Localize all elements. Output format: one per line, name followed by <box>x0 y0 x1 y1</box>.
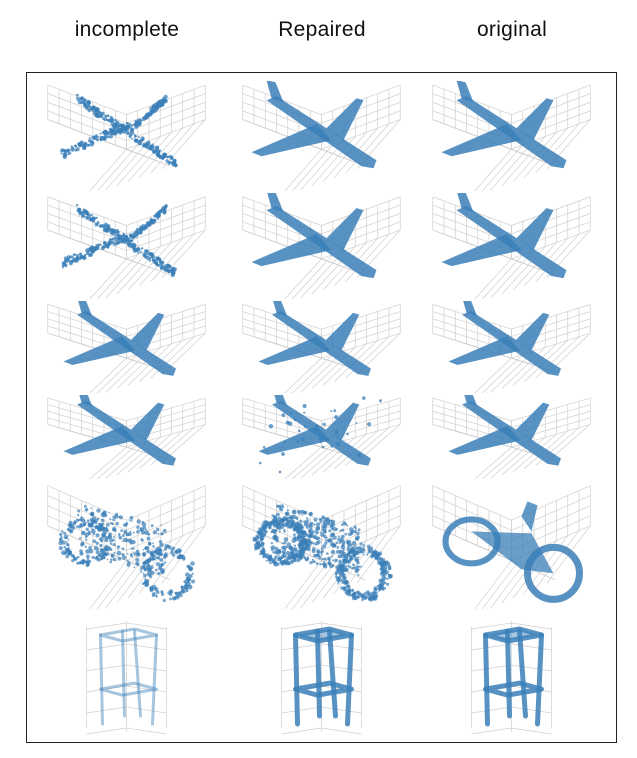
render-incomplete-motorcycle-row5 <box>47 485 206 609</box>
column-title-repaired: Repaired <box>278 18 366 41</box>
table-leg <box>505 628 512 719</box>
tail-shape <box>78 301 93 317</box>
motorcycle-shape <box>58 504 196 603</box>
column-title-original: original <box>476 18 548 41</box>
render-original-airplane-row4 <box>432 395 591 479</box>
frame-shape <box>471 531 554 574</box>
render-original-airplane-row1 <box>432 81 591 191</box>
wings-shape <box>251 208 364 267</box>
airplane-shape <box>63 301 176 376</box>
tail-shape <box>267 193 284 213</box>
handlebar-shape <box>521 501 538 532</box>
motorcycle-shape <box>442 501 583 603</box>
tail-shape <box>463 301 478 317</box>
airplane-shape <box>258 395 382 474</box>
wings-shape <box>448 312 550 366</box>
table-top-frame <box>99 627 158 643</box>
table-leg <box>315 628 322 719</box>
table-top-frame <box>483 626 544 644</box>
render-repaired-airplane-row4 <box>242 395 401 479</box>
table-crossbar <box>99 681 158 697</box>
table-leg <box>293 632 300 727</box>
figure-frame <box>26 72 617 743</box>
table-leg <box>327 628 338 719</box>
wings-shape <box>441 208 554 267</box>
airplane-shape <box>448 395 561 466</box>
table-leg <box>133 629 142 718</box>
airplane-shape <box>441 193 567 279</box>
table-shape <box>483 626 544 727</box>
tail-shape <box>273 301 288 317</box>
airplane-shape <box>61 203 177 278</box>
airplane-shape <box>448 301 561 376</box>
wings-shape <box>441 98 554 157</box>
column-title-incomplete: incomplete <box>74 18 180 41</box>
tail-shape <box>456 81 474 103</box>
airplane-shape <box>441 81 567 169</box>
airplane-shape <box>63 395 176 466</box>
table-crossbar <box>293 680 354 698</box>
axes-grid <box>86 621 167 735</box>
render-original-airplane-row2 <box>432 193 591 299</box>
airplane-shape <box>60 93 178 168</box>
axes-grid <box>47 196 206 299</box>
table-leg <box>151 633 158 726</box>
tail-shape <box>266 81 284 103</box>
wings-shape <box>448 402 550 455</box>
render-original-table-row6 <box>471 621 552 735</box>
render-incomplete-table-row6 <box>86 621 167 735</box>
render-incomplete-airplane-row4 <box>47 395 206 479</box>
table-leg <box>535 632 544 727</box>
axes-grid <box>47 485 206 609</box>
tail-shape <box>274 395 288 407</box>
airplane-shape <box>251 193 377 279</box>
table-leg <box>345 632 354 727</box>
table-top-frame <box>293 626 354 644</box>
wings-shape <box>63 312 165 366</box>
tail-shape <box>79 395 93 407</box>
airplane-shape <box>258 301 371 376</box>
axes-grid <box>47 84 206 191</box>
render-repaired-motorcycle-row5 <box>242 485 401 609</box>
table-leg <box>483 632 490 727</box>
wings-shape <box>63 402 165 455</box>
render-repaired-airplane-row2 <box>242 193 401 299</box>
wings-shape <box>258 402 360 455</box>
render-repaired-table-row6 <box>281 621 362 735</box>
table-crossbar <box>483 680 544 698</box>
table-leg <box>121 629 126 718</box>
render-original-motorcycle-row5 <box>432 485 591 609</box>
render-incomplete-airplane-row1 <box>47 84 206 191</box>
table-shape <box>99 627 158 726</box>
table-leg <box>517 628 528 719</box>
figure-grid <box>27 73 618 744</box>
motorcycle-shape <box>252 504 393 602</box>
tail-shape <box>457 193 474 213</box>
table-leg <box>99 633 104 726</box>
airplane-shape <box>251 81 377 169</box>
table-shape <box>293 626 354 727</box>
render-incomplete-airplane-row3 <box>47 301 206 393</box>
render-incomplete-airplane-row2 <box>47 196 206 299</box>
render-repaired-airplane-row1 <box>242 81 401 191</box>
wings-shape <box>258 312 360 366</box>
render-original-airplane-row3 <box>432 301 591 393</box>
front-wheel-shape <box>524 543 583 603</box>
tail-shape <box>464 395 478 407</box>
wings-shape <box>251 98 364 157</box>
render-repaired-airplane-row3 <box>242 301 401 393</box>
